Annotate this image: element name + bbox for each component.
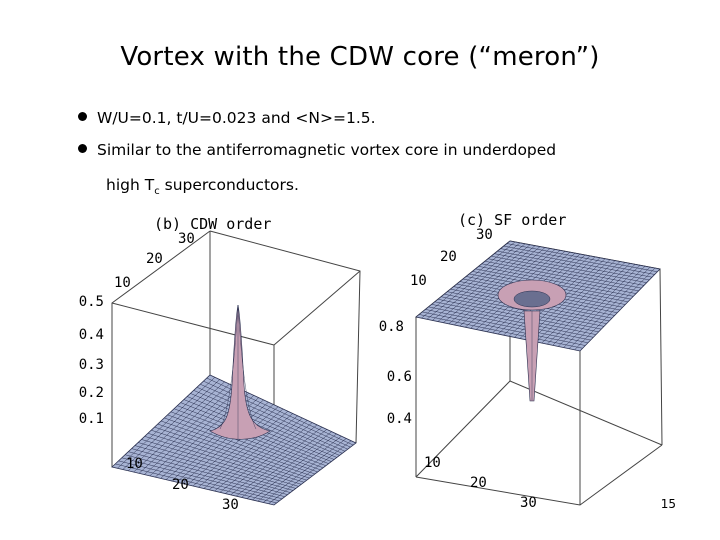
bullet-parameters: W/U=0.1, t/U=0.023 and <N>=1.5. (78, 109, 376, 127)
bullet-continuation: high Tc superconductors. (106, 176, 299, 197)
cdw-order-plot: (b) CDW order 0.5 0.4 0.3 0.2 0.1 (60, 205, 370, 515)
sf-order-plot: (c) SF order 0.8 0.6 0.4 30 20 (360, 205, 690, 515)
box-top-edge (111, 302, 275, 346)
mesh-line (252, 433, 337, 501)
z-tick: 0.4 (387, 411, 412, 427)
front-tick: 20 (470, 475, 487, 491)
z-tick: 0.8 (379, 319, 404, 335)
mesh-line (196, 387, 346, 452)
bullet-dot-icon (78, 144, 87, 153)
peak-gridline (237, 304, 257, 430)
z-tick: 0.3 (79, 357, 104, 373)
front-tick: 20 (172, 477, 189, 493)
z-tick: 0.1 (79, 411, 104, 427)
mesh-line (206, 377, 354, 446)
continuation-sub: c (154, 186, 160, 198)
mesh-line (574, 267, 656, 351)
bullet-text: Similar to the antiferromagnetic vortex … (97, 141, 557, 159)
mesh-line (200, 383, 348, 450)
plot-c-label: (c) SF order (458, 211, 566, 229)
peak-gridline (219, 304, 239, 430)
plot-b-label: (b) CDW order (154, 215, 271, 233)
mesh-line (506, 243, 658, 272)
front-tick: 10 (126, 456, 143, 472)
back-tick: 30 (178, 231, 195, 247)
mesh-line (500, 248, 653, 278)
cdw-order-figure: (b) CDW order 0.5 0.4 0.3 0.2 0.1 (79, 215, 361, 513)
z-tick: 0.6 (387, 369, 412, 385)
mesh-line (557, 265, 641, 347)
z-tick: 0.5 (79, 294, 104, 310)
slide-title: Vortex with the CDW core (“meron”) (120, 42, 600, 72)
mesh-line (203, 380, 351, 448)
z-tick: 0.2 (79, 385, 104, 401)
mesh-line (568, 266, 651, 349)
mesh-line (257, 436, 342, 502)
front-tick: 30 (520, 495, 537, 511)
front-tick: 10 (424, 455, 441, 471)
mesh-line (268, 440, 352, 504)
continuation-pre: high T (106, 176, 155, 194)
box-bottom-edge (415, 444, 663, 506)
back-tick: 10 (410, 273, 427, 289)
box-bottom-edge (415, 380, 511, 478)
bullet-similarity: Similar to the antiferromagnetic vortex … (78, 141, 556, 159)
page-number: 15 (660, 497, 676, 511)
z-tick: 0.4 (79, 327, 104, 343)
sf-order-figure: (c) SF order 0.8 0.6 0.4 30 20 (379, 211, 663, 511)
mesh-line (263, 438, 347, 503)
back-tick: 10 (114, 275, 131, 291)
bullet-dot-icon (78, 112, 87, 121)
continuation-post: superconductors. (159, 176, 299, 194)
mesh-line (503, 245, 655, 275)
mesh-line (497, 250, 650, 281)
front-tick: 30 (222, 497, 239, 513)
mesh-line (552, 264, 636, 346)
mesh-line (563, 266, 646, 348)
bullet-text: W/U=0.1, t/U=0.023 and <N>=1.5. (97, 109, 376, 127)
box-top-edge (273, 270, 361, 346)
back-tick: 20 (440, 249, 457, 265)
mesh-line (246, 431, 332, 499)
cdw-peak (209, 304, 271, 440)
back-tick: 20 (146, 251, 163, 267)
sf-core-center (513, 290, 551, 308)
back-tick: 30 (476, 227, 493, 243)
box-bottom-edge (509, 380, 663, 446)
